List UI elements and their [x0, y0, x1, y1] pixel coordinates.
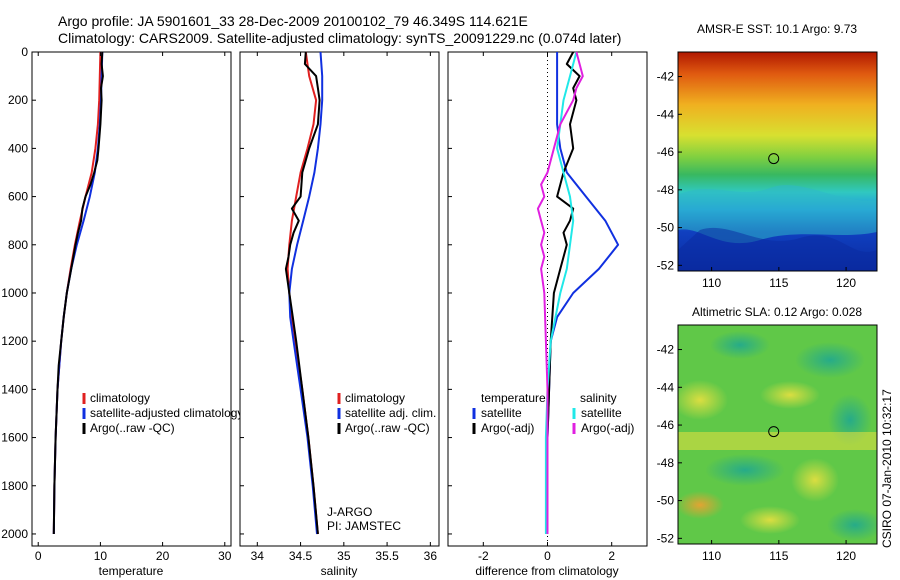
series-line-satellite	[288, 51, 324, 535]
figure-title-line-2: Climatology: CARS2009. Satellite-adjuste…	[58, 30, 621, 46]
longitude-tick-label: 120	[836, 549, 856, 563]
x-tick-label: 10	[94, 549, 108, 563]
legend-column-header: salinity	[580, 391, 617, 405]
sla-map-panel: Altimetric SLA: 0.12 Argo: 0.028 110 115 1…	[657, 305, 878, 563]
temperature-plot-frame	[31, 51, 232, 547]
depth-tick-label: 0	[21, 45, 28, 59]
difference-profile-panel: -2 0 2temperaturesatelliteArgo(-adj)salini…	[447, 51, 648, 578]
sla-map-title: Altimetric SLA: 0.12 Argo: 0.028	[692, 305, 862, 319]
latitude-tick-label: -48	[657, 456, 675, 470]
sst-float-marker	[768, 153, 780, 165]
latitude-tick-label: -52	[657, 258, 675, 272]
sla-map-image	[678, 325, 877, 544]
legend-entry: satellite adj. clim.	[345, 406, 436, 420]
latitude-tick-label: -44	[657, 380, 675, 394]
x-tick-label: 34	[251, 549, 265, 563]
x-tick-label: 20	[156, 549, 170, 563]
x-tick-label: 2	[608, 549, 615, 563]
longitude-tick-label: 115	[769, 549, 788, 563]
depth-tick-label: 400	[8, 141, 28, 155]
x-tick-label: 34.5	[289, 549, 313, 563]
longitude-tick-label: 120	[836, 276, 856, 290]
sst-map-title: AMSR-E SST: 10.1 Argo: 9.73	[697, 22, 857, 36]
legend-entry: satellite	[581, 406, 622, 420]
depth-tick-label: 1200	[1, 334, 28, 348]
latitude-tick-label: -48	[657, 183, 675, 197]
x-tick-label: 0	[35, 549, 42, 563]
latitude-tick-label: -46	[657, 418, 675, 432]
depth-tick-label: 2000	[1, 527, 28, 541]
series-line-sal_argo	[536, 51, 584, 534]
sst-map-frame	[677, 51, 878, 272]
x-tick-label: 35	[337, 549, 351, 563]
salinity-x-axis-label: salinity	[321, 564, 358, 578]
latitude-tick-label: -50	[657, 221, 675, 235]
legend-entry: satellite	[481, 406, 522, 420]
latitude-tick-label: -52	[657, 531, 675, 545]
legend-entry: Argo(-adj)	[481, 421, 534, 435]
longitude-tick-label: 110	[702, 549, 721, 563]
salinity-plot-frame	[239, 51, 440, 547]
legend-entry: Argo(..raw -QC)	[90, 421, 175, 435]
pi-label: PI: JAMSTEC	[327, 519, 401, 533]
latitude-tick-label: -50	[657, 494, 675, 508]
depth-tick-label: 1000	[1, 286, 28, 300]
figure-title-line-1: Argo profile: JA 5901601_33 28-Dec-2009 …	[58, 13, 528, 29]
longitude-tick-label: 115	[769, 276, 788, 290]
temperature-profile-panel: 0 10 20 30 0 200 400 600 800 1000 1200 1400 1600 1800…	[1, 45, 243, 578]
credit-stamp: CSIRO 07-Jan-2010 10:32:17	[880, 389, 894, 548]
depth-tick-label: 200	[8, 93, 28, 107]
temperature-x-axis-label: temperature	[99, 564, 164, 578]
legend-entry: climatology	[345, 391, 405, 405]
depth-tick-label: 1800	[1, 479, 28, 493]
latitude-tick-label: -44	[657, 107, 675, 121]
legend-entry: Argo(..raw -QC)	[345, 421, 430, 435]
x-tick-label: 0	[544, 549, 551, 563]
depth-tick-label: 1400	[1, 382, 28, 396]
latitude-tick-label: -42	[657, 70, 675, 84]
longitude-tick-label: 110	[702, 276, 721, 290]
depth-tick-label: 800	[8, 238, 28, 252]
latitude-tick-label: -46	[657, 145, 675, 159]
float-owner-label: J-ARGO	[327, 505, 372, 519]
sla-float-marker	[768, 426, 780, 438]
legend-column-header: temperature	[481, 391, 546, 405]
x-tick-label: -2	[478, 549, 489, 563]
x-tick-label: 36	[424, 549, 438, 563]
sst-map-panel: AMSR-E SST: 10.1 Argo: 9.73	[657, 22, 878, 290]
series-line-argo	[284, 51, 321, 535]
difference-x-axis-label: difference from climatology	[475, 564, 618, 578]
sla-map-frame	[677, 324, 878, 545]
depth-tick-label: 600	[8, 190, 28, 204]
series-line-argo	[52, 51, 104, 535]
legend-entry: satellite-adjusted climatology	[90, 406, 243, 420]
legend-entry: climatology	[90, 391, 150, 405]
depth-tick-label: 1600	[1, 431, 28, 445]
latitude-tick-label: -42	[657, 343, 675, 357]
x-tick-label: 35.5	[375, 549, 399, 563]
legend-entry: Argo(-adj)	[581, 421, 634, 435]
x-tick-label: 30	[218, 549, 232, 563]
